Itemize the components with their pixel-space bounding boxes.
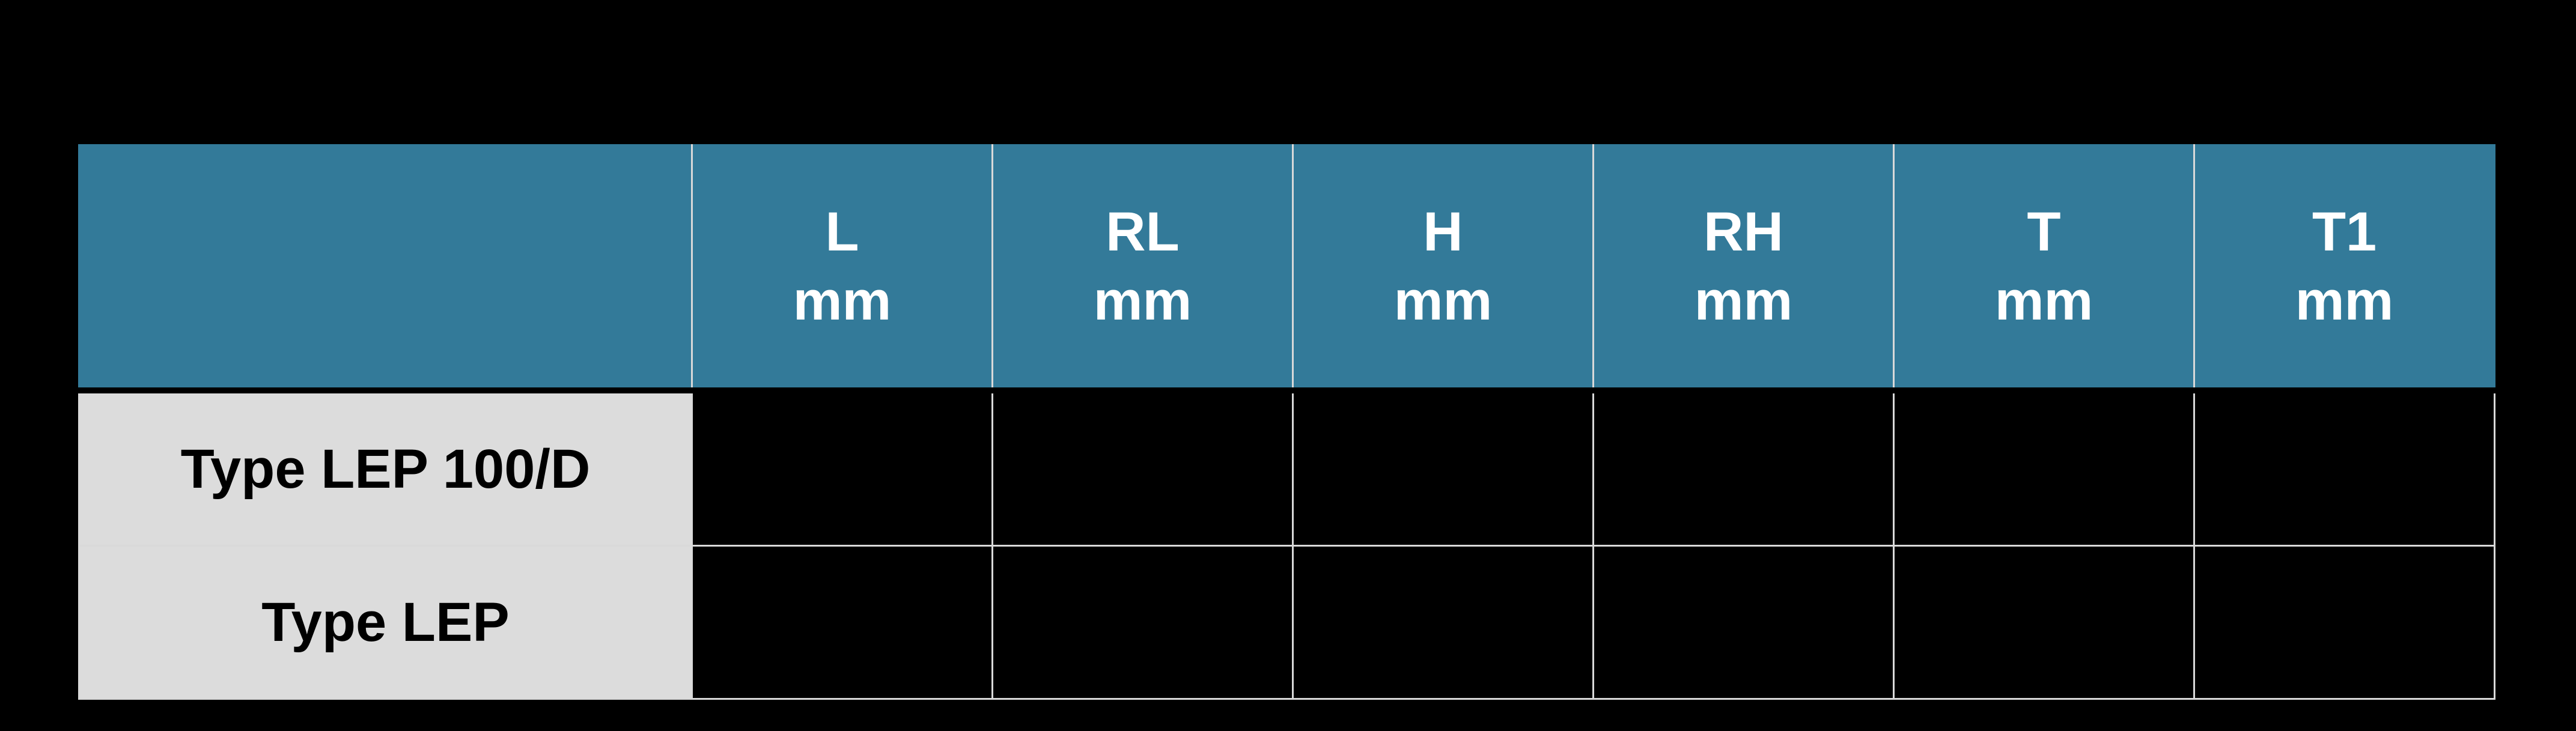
table-row: Type LEP 100/D [79, 390, 2495, 546]
col-symbol: L [693, 198, 991, 267]
table-row: Type LEP [79, 546, 2495, 699]
col-symbol: T1 [2196, 198, 2493, 267]
col-symbol: H [1294, 198, 1592, 267]
cell [2194, 546, 2495, 699]
col-unit: mm [1294, 267, 1592, 336]
col-symbol: T [1895, 198, 2193, 267]
cell [1894, 546, 2194, 699]
col-unit: mm [2196, 267, 2493, 336]
col-unit: mm [693, 267, 991, 336]
header-row: L mm RL mm H mm RH mm T mm [79, 145, 2495, 391]
dimensions-table: L mm RL mm H mm RH mm T mm [78, 144, 2495, 700]
table-container: L mm RL mm H mm RH mm T mm [78, 144, 2494, 700]
cell [1594, 390, 1894, 546]
col-unit: mm [1895, 267, 2193, 336]
col-header-L: L mm [692, 145, 993, 391]
col-header-RH: RH mm [1594, 145, 1894, 391]
cell [1293, 546, 1594, 699]
col-header-T1: T1 mm [2194, 145, 2495, 391]
col-header-T: T mm [1894, 145, 2194, 391]
cell [692, 546, 993, 699]
col-symbol: RH [1595, 198, 1892, 267]
col-symbol: RL [994, 198, 1291, 267]
col-header-H: H mm [1293, 145, 1594, 391]
col-unit: mm [1595, 267, 1892, 336]
row-label: Type LEP 100/D [79, 390, 692, 546]
cell [2194, 390, 2495, 546]
col-unit: mm [994, 267, 1291, 336]
cell [993, 546, 1293, 699]
header-corner [79, 145, 692, 391]
col-header-RL: RL mm [993, 145, 1293, 391]
cell [1293, 390, 1594, 546]
cell [1894, 390, 2194, 546]
row-label: Type LEP [79, 546, 692, 699]
cell [1594, 546, 1894, 699]
cell [692, 390, 993, 546]
cell [993, 390, 1293, 546]
